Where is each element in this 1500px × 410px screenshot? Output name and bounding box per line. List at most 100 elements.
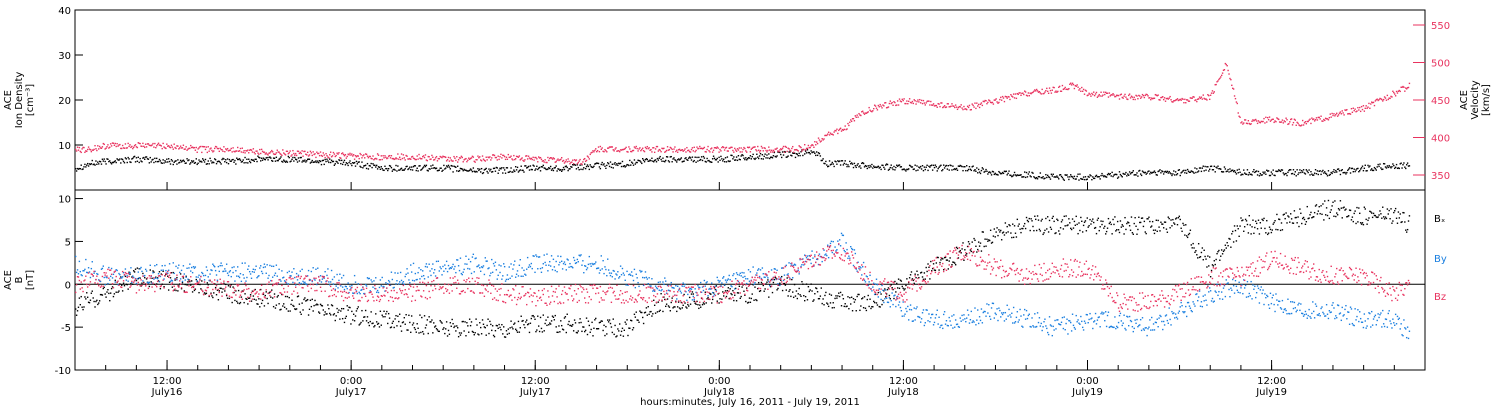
data-dot	[889, 166, 892, 169]
data-dot	[277, 151, 279, 153]
data-dot	[428, 316, 430, 318]
data-dot	[490, 323, 492, 326]
data-dot	[496, 278, 498, 280]
data-dot	[521, 157, 523, 159]
data-dot	[417, 158, 419, 160]
data-dot	[1337, 207, 1340, 210]
data-dot	[435, 167, 438, 169]
data-dot	[443, 270, 445, 272]
data-dot	[96, 149, 98, 152]
data-dot	[1140, 174, 1143, 177]
data-dot	[444, 264, 446, 266]
data-dot	[875, 107, 878, 109]
data-dot	[795, 290, 798, 292]
data-dot	[720, 155, 722, 158]
data-dot	[263, 305, 266, 307]
data-dot	[905, 102, 907, 105]
data-dot	[1110, 175, 1112, 177]
data-dot	[178, 285, 180, 287]
data-dot	[551, 168, 554, 170]
data-dot	[876, 109, 879, 111]
data-dot	[487, 172, 489, 174]
data-dot	[347, 309, 349, 311]
data-dot	[940, 164, 942, 167]
data-dot	[1313, 172, 1316, 174]
data-dot	[1201, 247, 1204, 249]
data-dot	[108, 160, 110, 163]
data-dot	[122, 160, 125, 163]
data-dot	[1387, 166, 1389, 169]
data-dot	[764, 147, 766, 150]
data-dot	[162, 159, 164, 161]
data-dot	[516, 331, 519, 333]
data-dot	[911, 100, 914, 103]
data-dot	[228, 158, 231, 161]
data-dot	[1315, 172, 1318, 175]
data-dot	[908, 98, 911, 100]
data-dot	[702, 155, 705, 158]
data-dot	[1262, 219, 1264, 222]
data-dot	[384, 155, 386, 157]
data-dot	[456, 165, 459, 167]
data-dot	[677, 158, 680, 160]
data-dot	[733, 299, 735, 302]
data-dot	[422, 274, 425, 277]
data-dot	[976, 102, 978, 104]
data-dot	[1166, 97, 1169, 100]
data-dot	[690, 159, 693, 161]
data-dot	[1357, 106, 1359, 109]
data-dot	[159, 275, 162, 278]
data-dot	[794, 149, 797, 151]
data-dot	[478, 264, 480, 266]
data-dot	[129, 161, 131, 163]
data-dot	[661, 160, 663, 162]
data-dot	[751, 155, 753, 158]
data-dot	[232, 271, 234, 274]
data-dot	[747, 157, 750, 159]
data-dot	[292, 149, 294, 152]
data-dot	[487, 318, 489, 320]
data-dot	[809, 289, 811, 291]
data-dot	[555, 160, 557, 163]
data-dot	[387, 155, 390, 157]
data-dot	[676, 306, 679, 308]
data-dot	[87, 267, 90, 269]
data-dot	[420, 331, 422, 334]
data-dot	[1212, 265, 1215, 267]
data-dot	[213, 158, 216, 160]
data-dot	[1313, 216, 1315, 218]
data-dot	[1210, 165, 1213, 167]
data-dot	[161, 265, 163, 267]
data-dot	[421, 275, 423, 278]
data-dot	[1071, 82, 1074, 84]
data-dot	[135, 282, 138, 285]
data-dot	[320, 163, 323, 166]
data-dot	[241, 262, 244, 264]
data-dot	[1031, 220, 1033, 222]
data-dot	[1110, 223, 1112, 226]
data-dot	[76, 310, 79, 312]
data-dot	[134, 161, 137, 163]
data-dot	[280, 280, 282, 282]
data-dot	[941, 257, 943, 260]
data-dot	[190, 266, 193, 269]
data-dot	[1050, 92, 1053, 94]
data-dot	[1219, 259, 1221, 261]
data-dot	[558, 264, 560, 266]
data-dot	[1028, 217, 1030, 220]
data-dot	[148, 162, 151, 164]
data-dot	[535, 156, 537, 159]
data-dot	[785, 156, 787, 158]
data-dot	[1162, 173, 1165, 175]
data-dot	[838, 128, 841, 130]
data-dot	[479, 322, 481, 324]
data-dot	[459, 157, 462, 159]
data-dot	[754, 286, 756, 288]
data-dot	[1153, 97, 1156, 99]
data-dot	[319, 151, 322, 153]
data-dot	[424, 265, 427, 268]
data-dot	[1305, 169, 1308, 171]
data-dot	[625, 146, 627, 149]
data-dot	[1407, 165, 1410, 167]
data-dot	[1200, 251, 1203, 254]
